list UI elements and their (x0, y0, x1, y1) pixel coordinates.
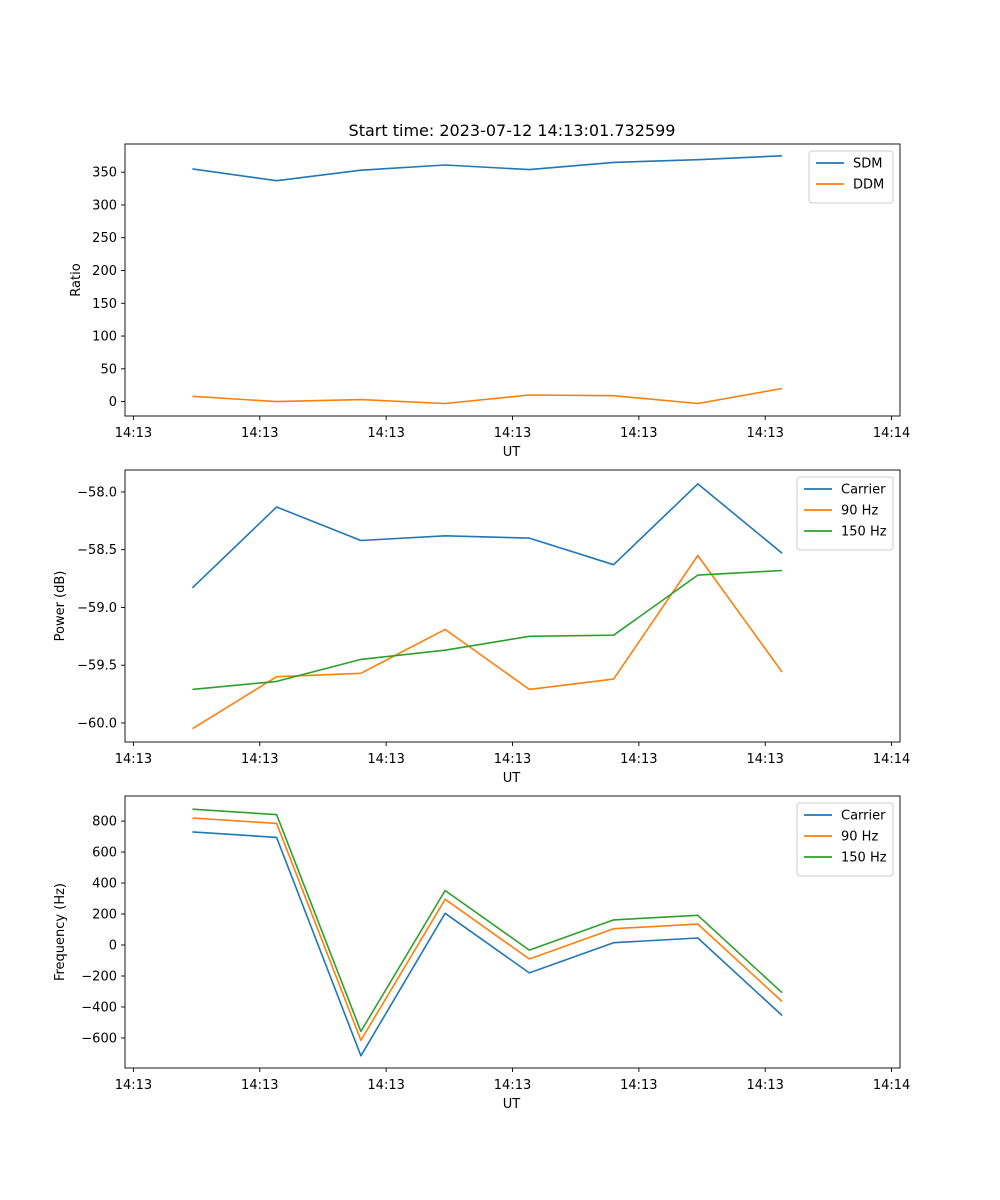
legend-label-150-hz: 150 Hz (841, 525, 887, 540)
x-tick-label: 14:13 (746, 1078, 783, 1093)
y-axis-label: Power (dB) (53, 571, 68, 642)
x-tick-label: 14:13 (115, 1078, 152, 1093)
y-tick-label: 300 (92, 198, 117, 213)
chart-3: 14:13 14:13 14:13 14:13 14:13 14:13 14:14 −600 −… (53, 795, 910, 1112)
legend-label-carrier: Carrier (841, 483, 886, 498)
x-axis-label: UT (503, 771, 521, 786)
x-axis-label: UT (503, 445, 521, 460)
x-tick-label: 14:13 (746, 752, 783, 767)
y-tick-label: −58.0 (77, 485, 117, 500)
x-tick-label: 14:13 (367, 1078, 404, 1093)
x-tick-label: 14:13 (494, 752, 531, 767)
y-tick-label: 250 (92, 231, 117, 246)
legend-label-90-hz: 90 Hz (841, 830, 878, 845)
x-tick-label: 14:13 (620, 1078, 657, 1093)
legend-box (808, 150, 894, 204)
x-tick-label: 14:14 (873, 752, 910, 767)
y-tick-label: 600 (92, 846, 117, 861)
x-tick-label: 14:13 (367, 426, 404, 441)
x-tick-label: 14:13 (241, 426, 278, 441)
x-tick-label: 14:13 (746, 426, 783, 441)
chart-2: 14:13 14:13 14:13 14:13 14:13 14:13 14:14 −60.0… (53, 469, 910, 786)
x-tick-label: 14:14 (873, 1078, 910, 1093)
legend-label-150-hz: 150 Hz (841, 851, 887, 866)
y-tick-label: 0 (109, 939, 117, 954)
charts-container: 14:13 14:13 14:13 14:13 14:13 14:13 14:14 0 50 10… (53, 143, 910, 1112)
y-tick-label: −200 (81, 969, 117, 984)
legend-label-carrier: Carrier (841, 809, 886, 824)
x-tick-label: 14:13 (620, 426, 657, 441)
x-tick-label: 14:13 (620, 752, 657, 767)
y-tick-label: −59.0 (77, 601, 117, 616)
y-tick-label: −60.0 (77, 716, 117, 731)
x-axis-label: UT (503, 1097, 521, 1112)
y-tick-label: −58.5 (77, 543, 117, 558)
x-tick-label: 14:13 (494, 426, 531, 441)
series-line-ddm (192, 387, 783, 405)
y-tick-label: 200 (92, 264, 117, 279)
y-tick-label: 50 (100, 362, 117, 377)
x-tick-label: 14:13 (241, 752, 278, 767)
legend: SDM DDM (808, 150, 894, 204)
y-tick-label: 350 (92, 166, 117, 181)
series-line-90-hz (191, 554, 783, 730)
series-line-carrier (192, 831, 783, 1057)
series-line-150-hz (192, 808, 783, 1033)
y-tick-label: 0 (109, 395, 117, 410)
x-tick-label: 14:13 (115, 752, 152, 767)
x-tick-label: 14:13 (241, 1078, 278, 1093)
series-line-90-hz (192, 817, 783, 1042)
chart-1: 14:13 14:13 14:13 14:13 14:13 14:13 14:14 0 50 10… (69, 143, 910, 460)
x-tick-label: 14:14 (873, 426, 910, 441)
legend: Carrier 90 Hz 150 Hz (796, 802, 894, 877)
series-line-sdm (192, 155, 783, 182)
legend: Carrier 90 Hz 150 Hz (796, 476, 894, 551)
legend-label-ddm: DDM (853, 178, 884, 193)
x-tick-label: 14:13 (494, 1078, 531, 1093)
series-line-150-hz (192, 569, 783, 691)
x-tick-label: 14:13 (115, 426, 152, 441)
y-axis-label: Ratio (69, 263, 84, 296)
series-line-carrier (191, 483, 783, 589)
figure-title: Start time: 2023-07-12 14:13:01.732599 (349, 121, 676, 140)
y-tick-label: 150 (92, 297, 117, 312)
y-tick-label: 800 (92, 815, 117, 830)
x-tick-label: 14:13 (367, 752, 404, 767)
y-tick-label: −400 (81, 1000, 117, 1015)
y-tick-label: 100 (92, 330, 117, 345)
y-tick-label: −59.5 (77, 659, 117, 674)
y-tick-label: 400 (92, 877, 117, 892)
y-tick-label: −600 (81, 1031, 117, 1046)
y-axis-label: Frequency (Hz) (53, 883, 68, 981)
y-tick-label: 200 (92, 908, 117, 923)
legend-label-sdm: SDM (853, 157, 882, 172)
legend-label-90-hz: 90 Hz (841, 504, 878, 519)
